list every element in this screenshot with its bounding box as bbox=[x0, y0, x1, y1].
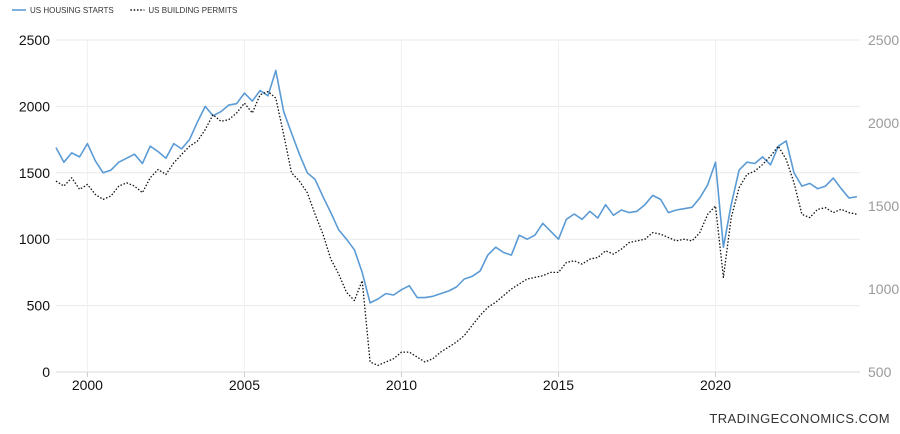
gridlines bbox=[56, 39, 860, 373]
x-tick-label: 2005 bbox=[229, 377, 260, 393]
legend-label[interactable]: US BUILDING PERMITS bbox=[148, 6, 237, 15]
right-tick-label: 500 bbox=[868, 364, 892, 380]
x-tick-label: 2000 bbox=[72, 377, 103, 393]
left-tick-label: 500 bbox=[27, 298, 51, 314]
x-tick-label: 2010 bbox=[386, 377, 417, 393]
left-tick-label: 0 bbox=[42, 364, 50, 380]
left-tick-label: 1500 bbox=[19, 165, 50, 181]
left-tick-label: 1000 bbox=[19, 231, 50, 247]
series-line-housing-starts bbox=[55, 69, 858, 304]
axis-ticks: 0 500 1000 1500 2000 2500 500 1000 1500 2000 2500 2… bbox=[19, 32, 900, 393]
x-gridlines bbox=[86, 40, 717, 377]
right-tick-label: 2500 bbox=[868, 32, 899, 48]
legend[interactable]: US HOUSING STARTS US BUILDING PERMITS bbox=[12, 6, 237, 15]
series-lines bbox=[55, 69, 858, 367]
right-tick-label: 1000 bbox=[868, 281, 899, 297]
left-tick-label: 2000 bbox=[19, 98, 50, 114]
series-line-building-permits bbox=[55, 90, 858, 367]
legend-label[interactable]: US HOUSING STARTS bbox=[30, 6, 114, 15]
watermark-text: TRADINGECONOMICS.COM bbox=[709, 411, 890, 426]
x-tick-label: 2020 bbox=[700, 377, 731, 393]
right-tick-label: 2000 bbox=[868, 115, 899, 131]
right-tick-label: 1500 bbox=[868, 198, 899, 214]
x-tick-label: 2015 bbox=[543, 377, 574, 393]
left-tick-label: 2500 bbox=[19, 32, 50, 48]
